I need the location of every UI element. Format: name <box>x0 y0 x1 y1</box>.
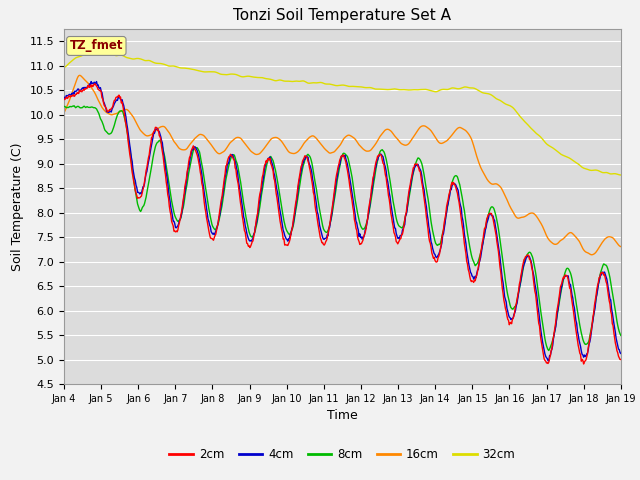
Text: TZ_fmet: TZ_fmet <box>70 39 123 52</box>
Title: Tonzi Soil Temperature Set A: Tonzi Soil Temperature Set A <box>234 9 451 24</box>
X-axis label: Time: Time <box>327 409 358 422</box>
Legend: 2cm, 4cm, 8cm, 16cm, 32cm: 2cm, 4cm, 8cm, 16cm, 32cm <box>164 443 520 466</box>
Y-axis label: Soil Temperature (C): Soil Temperature (C) <box>11 142 24 271</box>
